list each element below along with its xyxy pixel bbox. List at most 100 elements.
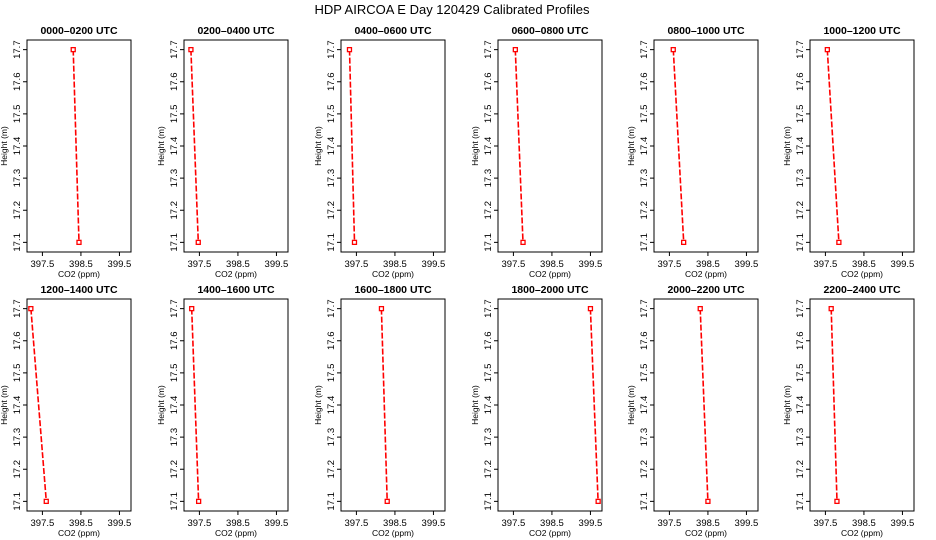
x-axis-label: CO2 (ppm) — [372, 528, 414, 538]
x-axis-label: CO2 (ppm) — [841, 528, 883, 538]
panel: 1000–1200 UTC 17.1 17.2 17.3 17.4 17.5 17.6 17.… — [782, 25, 915, 279]
data-point — [828, 305, 834, 312]
y-axis-label: Height (m) — [626, 126, 636, 166]
y-tick-label: 17.4 — [169, 137, 180, 156]
y-tick-label: 17.3 — [795, 428, 806, 447]
y-tick-label: 17.1 — [795, 233, 806, 252]
profile-line — [514, 49, 524, 243]
profile-line — [72, 49, 80, 243]
data-point — [834, 498, 840, 505]
y-tick-label: 17.7 — [169, 40, 180, 59]
y-tick-label: 17.4 — [795, 396, 806, 415]
plot-frame — [183, 39, 289, 253]
panel-title: 0200–0400 UTC — [197, 25, 274, 37]
y-tick-label: 17.1 — [483, 492, 494, 511]
y-tick-label: 17.4 — [12, 137, 23, 156]
plot-frame — [183, 298, 289, 512]
x-tick-label: 397.5 — [814, 518, 838, 529]
panel-title: 0400–0600 UTC — [354, 25, 431, 37]
x-axis-label: CO2 (ppm) — [685, 269, 727, 279]
x-tick-label: 398.5 — [69, 518, 93, 529]
profile-line — [826, 49, 840, 243]
y-tick-label: 17.6 — [795, 332, 806, 351]
data-point — [384, 498, 390, 505]
y-tick-label: 17.2 — [483, 460, 494, 479]
y-tick-label: 17.6 — [795, 73, 806, 92]
x-tick-label: 399.5 — [735, 259, 759, 270]
y-tick-label: 17.6 — [639, 332, 650, 351]
x-tick-label: 399.5 — [265, 259, 289, 270]
x-tick-label: 398.5 — [226, 259, 250, 270]
y-tick-label: 17.5 — [326, 105, 337, 124]
plot-frame — [26, 298, 132, 512]
x-tick-label: 399.5 — [735, 518, 759, 529]
y-axis-label: Height (m) — [156, 385, 166, 425]
y-tick-label: 17.4 — [639, 396, 650, 415]
x-tick-label: 398.5 — [540, 259, 564, 270]
panel-title: 1000–1200 UTC — [823, 25, 900, 37]
plot-frame — [653, 39, 759, 253]
data-point — [681, 239, 687, 246]
data-point — [512, 46, 518, 53]
x-axis-label: CO2 (ppm) — [58, 528, 100, 538]
y-tick-label: 17.1 — [169, 233, 180, 252]
profile-line — [30, 308, 48, 502]
y-tick-label: 17.1 — [639, 233, 650, 252]
y-tick-label: 17.5 — [483, 105, 494, 124]
y-tick-label: 17.5 — [795, 364, 806, 383]
y-tick-label: 17.7 — [169, 299, 180, 318]
panel-title: 1600–1800 UTC — [354, 284, 431, 296]
panel: 1800–2000 UTC 17.1 17.2 17.3 17.4 17.5 17.6 17.… — [470, 284, 603, 538]
x-tick-label: 397.5 — [658, 518, 682, 529]
y-tick-label: 17.3 — [326, 169, 337, 188]
y-tick-label: 17.5 — [639, 364, 650, 383]
y-tick-label: 17.5 — [483, 364, 494, 383]
data-point — [195, 239, 201, 246]
data-point — [697, 305, 703, 312]
plot-frame — [497, 298, 603, 512]
panel: 1600–1800 UTC 17.1 17.2 17.3 17.4 17.5 17.6 17.… — [313, 284, 446, 538]
y-tick-label: 17.6 — [326, 73, 337, 92]
y-tick-label: 17.4 — [12, 396, 23, 415]
y-tick-label: 17.2 — [12, 201, 23, 220]
data-point — [70, 46, 76, 53]
y-tick-label: 17.3 — [639, 169, 650, 188]
y-tick-label: 17.1 — [795, 492, 806, 511]
y-tick-label: 17.1 — [639, 492, 650, 511]
y-tick-label: 17.7 — [795, 40, 806, 59]
x-tick-label: 397.5 — [188, 259, 212, 270]
x-tick-label: 397.5 — [345, 259, 369, 270]
x-tick-label: 399.5 — [108, 259, 132, 270]
x-axis-label: CO2 (ppm) — [372, 269, 414, 279]
y-axis-label: Height (m) — [0, 385, 9, 425]
y-tick-label: 17.3 — [169, 428, 180, 447]
x-tick-label: 397.5 — [814, 259, 838, 270]
y-tick-label: 17.5 — [326, 364, 337, 383]
y-tick-label: 17.1 — [326, 492, 337, 511]
x-axis-label: CO2 (ppm) — [215, 269, 257, 279]
y-tick-label: 17.3 — [795, 169, 806, 188]
y-axis-label: Height (m) — [313, 126, 323, 166]
x-axis-label: CO2 (ppm) — [685, 528, 727, 538]
y-tick-label: 17.7 — [12, 299, 23, 318]
data-point — [378, 305, 385, 312]
x-tick-label: 398.5 — [540, 518, 564, 529]
panel: 1200–1400 UTC 17.1 17.2 17.3 17.4 17.5 17.6 17.… — [0, 284, 132, 538]
profile-line — [190, 49, 200, 243]
data-point — [836, 239, 842, 246]
x-tick-label: 398.5 — [852, 259, 876, 270]
panel: 0000–0200 UTC 17.1 17.2 17.3 17.4 17.5 17.6 17.… — [0, 25, 132, 279]
y-tick-label: 17.3 — [169, 169, 180, 188]
y-tick-label: 17.6 — [326, 332, 337, 351]
y-tick-label: 17.4 — [795, 137, 806, 156]
panel: 0800–1000 UTC 17.1 17.2 17.3 17.4 17.5 17.6 17.… — [626, 25, 759, 279]
x-tick-label: 399.5 — [265, 518, 289, 529]
y-tick-label: 17.6 — [483, 332, 494, 351]
x-axis-label: CO2 (ppm) — [529, 269, 571, 279]
panel-title: 0000–0200 UTC — [40, 25, 117, 37]
profile-line — [589, 308, 599, 502]
x-tick-label: 398.5 — [69, 259, 93, 270]
y-tick-label: 17.2 — [169, 460, 180, 479]
y-axis-label: Height (m) — [0, 126, 9, 166]
profile-line — [830, 308, 838, 502]
